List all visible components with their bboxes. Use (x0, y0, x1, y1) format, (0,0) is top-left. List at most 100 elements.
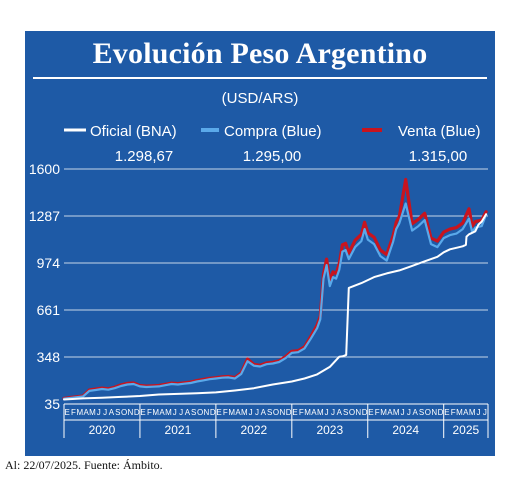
x-tick-label: J (255, 408, 259, 417)
y-tick-label: 1600 (29, 161, 60, 177)
x-tick-label: O (197, 408, 203, 417)
legend-item-oficial: Oficial (BNA) 1.298,67 (64, 123, 177, 165)
y-tick-label: 35 (44, 396, 60, 412)
x-tick-label: N (203, 408, 209, 417)
x-tick-label: J (179, 408, 183, 417)
x-tick-label: F (375, 408, 380, 417)
x-tick-label: J (249, 408, 253, 417)
legend-value-oficial: 1.298,67 (115, 148, 173, 165)
x-tick-label: J (477, 408, 481, 417)
x-tick-label: S (419, 408, 424, 417)
x-tick-label: M (165, 408, 172, 417)
legend-value-venta: 1.315,00 (409, 148, 467, 165)
y-tick-label: 974 (37, 255, 61, 271)
x-tick-label: O (121, 408, 127, 417)
x-tick-label: M (241, 408, 248, 417)
x-tick-label: M (393, 408, 400, 417)
x-tick-label: J (325, 408, 329, 417)
title-divider (33, 77, 487, 79)
legend-label-oficial: Oficial (BNA) (90, 123, 177, 140)
y-tick-label: 1287 (29, 208, 60, 224)
legend-item-venta: Venta (Blue) 1.315,00 (362, 123, 481, 165)
x-tick-label: E (140, 408, 145, 417)
x-tick-label: D (362, 408, 368, 417)
plot-series (62, 177, 488, 401)
x-tick-label: E (64, 408, 69, 417)
x-tick-label: A (413, 408, 419, 417)
x-tick-label: A (311, 408, 317, 417)
x-tick-label: A (235, 408, 241, 417)
x-tick-label: S (115, 408, 120, 417)
x-tick-label: E (216, 408, 221, 417)
legend-label-compra: Compra (Blue) (224, 123, 322, 140)
series-line-compra-blue (62, 202, 488, 400)
y-tick-label: 348 (37, 349, 61, 365)
x-tick-label: J (401, 408, 405, 417)
x-tick-label: A (185, 408, 191, 417)
x-tick-label: A (463, 408, 469, 417)
year-label: 2021 (165, 423, 192, 437)
x-tick-label: J (331, 408, 335, 417)
x-tick-label: O (425, 408, 431, 417)
y-tick-label: 661 (37, 302, 61, 318)
x-tick-label: M (380, 408, 387, 417)
grid-lines (64, 168, 488, 405)
x-tick-label: F (223, 408, 228, 417)
y-axis-ticks: 1600 1287 974 661 348 35 (29, 161, 60, 412)
chart-title: Evolución Peso Argentino (92, 37, 428, 70)
x-tick-label: D (438, 408, 444, 417)
x-tick-label: N (279, 408, 285, 417)
x-tick-label: D (286, 408, 292, 417)
x-tick-label: F (451, 408, 456, 417)
x-tick-label: J (97, 408, 101, 417)
x-tick-label: J (483, 408, 487, 417)
x-tick-label: J (103, 408, 107, 417)
plot-area (64, 169, 488, 404)
x-tick-label: D (134, 408, 140, 417)
x-tick-label: M (76, 408, 83, 417)
x-tick-label: E (292, 408, 297, 417)
year-label: 2020 (89, 423, 116, 437)
x-tick-label: D (210, 408, 216, 417)
x-tick-label: J (173, 408, 177, 417)
x-tick-label: O (273, 408, 279, 417)
x-tick-label: N (128, 408, 134, 417)
legend-item-compra: Compra (Blue) 1.295,00 (201, 123, 322, 165)
x-tick-label: F (299, 408, 304, 417)
x-tick-label: N (355, 408, 361, 417)
x-tick-label: S (191, 408, 196, 417)
x-tick-label: S (343, 408, 348, 417)
x-tick-label: N (431, 408, 437, 417)
x-tick-label: M (469, 408, 476, 417)
x-tick-label: S (267, 408, 272, 417)
x-tick-label: M (304, 408, 311, 417)
x-tick-label: E (444, 408, 449, 417)
x-tick-label: O (349, 408, 355, 417)
x-tick-label: A (109, 408, 115, 417)
legend: Oficial (BNA) 1.298,67 Compra (Blue) 1.2… (64, 123, 481, 165)
x-tick-label: A (83, 408, 89, 417)
series-line-oficial-bna (63, 213, 488, 401)
x-tick-label: A (261, 408, 267, 417)
x-tick-label: M (317, 408, 324, 417)
legend-label-venta: Venta (Blue) (398, 123, 481, 140)
x-tick-label: M (89, 408, 96, 417)
chart-subtitle: (USD/ARS) (222, 90, 299, 107)
year-label: 2024 (392, 423, 419, 437)
x-tick-label: E (368, 408, 373, 417)
x-tick-label: M (152, 408, 159, 417)
x-tick-label: A (337, 408, 343, 417)
x-tick-label: M (456, 408, 463, 417)
x-tick-label: A (159, 408, 165, 417)
x-tick-label: F (71, 408, 76, 417)
x-tick-label: J (407, 408, 411, 417)
source-footer: Al: 22/07/2025. Fuente: Ámbito. (5, 458, 163, 472)
year-label: 2022 (240, 423, 267, 437)
year-label: 2023 (316, 423, 343, 437)
x-tick-label: A (387, 408, 393, 417)
x-tick-label: M (228, 408, 235, 417)
year-label: 2025 (452, 423, 479, 437)
legend-value-compra: 1.295,00 (243, 148, 301, 165)
